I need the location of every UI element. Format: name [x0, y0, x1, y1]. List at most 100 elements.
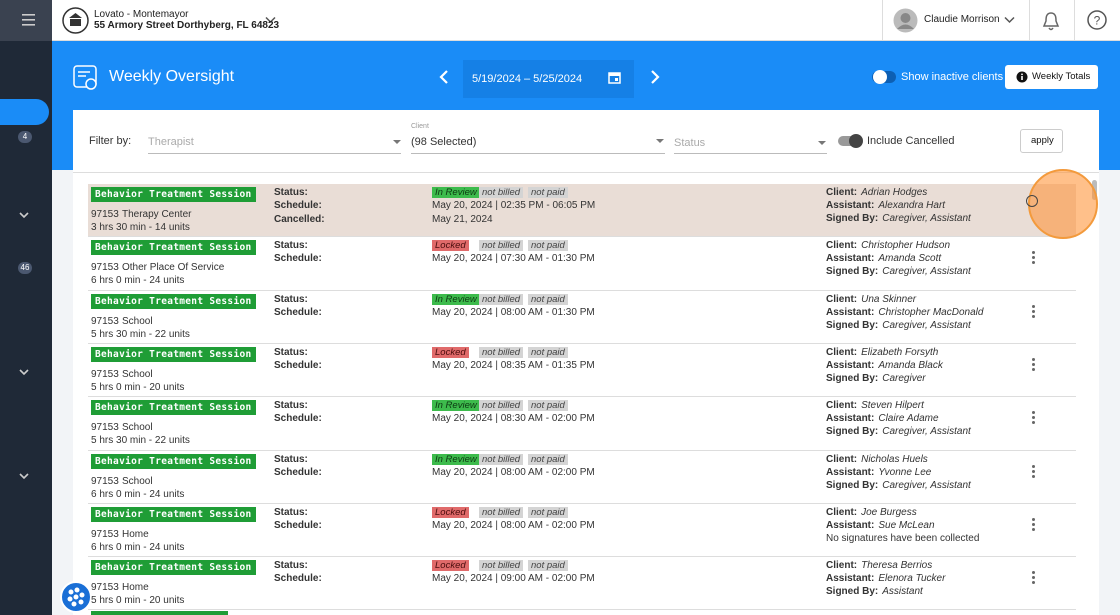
row-menu[interactable] — [1032, 571, 1035, 586]
session-type: Behavior Treatment Session — [91, 453, 256, 469]
client-line: Client: Theresa Berrios — [826, 559, 932, 572]
row-menu[interactable] — [1032, 411, 1035, 426]
row-separator — [88, 236, 1076, 238]
field-value: Claire Adame — [878, 413, 939, 425]
avatar[interactable] — [893, 8, 918, 33]
cancelled-label[interactable]: Include Cancelled — [867, 135, 955, 147]
field-value: Joe Burgess — [861, 506, 917, 518]
dot — [1032, 522, 1035, 526]
schedule-label: Schedule: — [274, 519, 322, 531]
field-value: Alexandra Hart — [878, 200, 946, 211]
status-tag: Locked — [432, 506, 469, 518]
field-value: Elizabeth Forsyth — [861, 346, 939, 358]
field-value: Christopher Hudson — [861, 240, 951, 252]
dot — [1032, 416, 1035, 420]
info-icon — [1016, 71, 1028, 83]
place-of-service: Home — [122, 528, 149, 540]
assistant-line: Assistant: Christopher MacDonald — [826, 306, 983, 319]
procedure-code: 97153 — [91, 582, 119, 594]
payment-tag: not paid — [528, 240, 568, 252]
schedule-label: Schedule: — [274, 306, 322, 318]
next-week[interactable] — [649, 70, 661, 84]
duration: 5 hrs 0 min - 20 units — [91, 595, 185, 607]
row-info-button[interactable] — [1026, 195, 1038, 207]
field-label: Client: — [826, 453, 858, 465]
dropdown-arrow[interactable] — [393, 140, 401, 145]
procedure-code: 97153 — [91, 422, 119, 434]
dot — [1032, 527, 1035, 531]
schedule-time: May 20, 2024 | 09:00 AM - 02:00 PM — [432, 573, 595, 585]
dot — [1032, 421, 1035, 425]
row-menu[interactable] — [1032, 464, 1035, 480]
org-logo — [62, 7, 89, 34]
weekly-totals-label[interactable]: Weekly Totals — [1032, 71, 1091, 82]
active-nav-item[interactable] — [0, 99, 49, 125]
row-separator — [88, 396, 1076, 398]
client-line: Client: Elizabeth Forsyth — [826, 346, 938, 359]
signed-by-line: Signed By: Caregiver, Assistant — [826, 479, 971, 492]
previous-week[interactable] — [438, 70, 450, 84]
app-launcher[interactable] — [60, 581, 92, 613]
help-icon[interactable]: ? — [1087, 10, 1107, 30]
field-value: Assistant — [882, 586, 923, 598]
count-badge: 4 — [18, 131, 32, 143]
place-of-service: School — [122, 315, 153, 327]
row-menu[interactable] — [1032, 357, 1035, 373]
chevron[interactable] — [19, 368, 29, 376]
row-menu[interactable] — [1032, 517, 1035, 533]
therapist-select[interactable]: Therapist — [148, 136, 194, 148]
calendar-icon[interactable] — [608, 71, 621, 84]
signed-by-line: Signed By: Assistant — [826, 585, 923, 598]
field-label: Assistant: — [826, 253, 875, 265]
org-chevron[interactable] — [265, 16, 276, 24]
count-badge: 46 — [18, 262, 32, 274]
user-name[interactable]: Claudie Morrison — [924, 14, 1000, 25]
field-value: Christopher MacDonald — [878, 306, 984, 318]
status-label: Status: — [274, 400, 308, 412]
field-label: Signed By: — [826, 319, 879, 331]
notifications-icon[interactable] — [1042, 11, 1060, 31]
row-menu[interactable] — [1032, 251, 1035, 266]
hamburger-icon[interactable] — [22, 14, 35, 26]
status-select[interactable]: Status — [674, 137, 706, 149]
procedure-code: 97153 — [91, 209, 119, 220]
row-menu[interactable] — [1032, 304, 1035, 320]
therapist-underline — [148, 153, 401, 154]
place-of-service: School — [122, 475, 153, 487]
signed-by-line: Signed By: Caregiver — [826, 372, 926, 385]
schedule-time: May 20, 2024 | 07:30 AM - 01:30 PM — [432, 253, 595, 265]
date-range-box[interactable] — [463, 60, 634, 98]
field-label: Assistant: — [826, 519, 875, 531]
cancelled-toggle[interactable] — [838, 134, 863, 148]
inactive-label[interactable]: Show inactive clients — [901, 71, 1004, 83]
schedule-label: Schedule: — [274, 359, 322, 371]
top-bar: ? — [52, 0, 1120, 41]
chevron[interactable] — [19, 211, 29, 219]
client-line: Client: Nicholas Huels — [826, 453, 928, 466]
duration: 5 hrs 0 min - 20 units — [91, 381, 185, 393]
chevron[interactable] — [19, 472, 29, 480]
field-label: Signed By: — [826, 426, 879, 438]
status-underline — [674, 153, 827, 154]
procedure-code: 97153 — [91, 262, 119, 274]
date-range[interactable]: 5/19/2024 – 5/25/2024 — [472, 73, 583, 85]
client-line: Client: Una Skinner — [826, 293, 916, 306]
session-type: Behavior Treatment Session — [91, 400, 256, 416]
assistant-line: Assistant: Claire Adame — [826, 412, 939, 425]
assistant-line: Assistant: Amanda Black — [826, 359, 943, 372]
inactive-toggle[interactable] — [872, 70, 896, 84]
client-line: Client: Christopher Hudson — [826, 239, 950, 252]
user-chevron[interactable] — [1004, 16, 1015, 24]
client-select[interactable]: (98 Selected) — [411, 136, 477, 148]
dot — [1032, 576, 1035, 580]
status-tag: In Review — [432, 293, 480, 305]
apply-label[interactable]: apply — [1031, 135, 1054, 146]
payment-tag: not paid — [528, 560, 568, 572]
dropdown-arrow[interactable] — [656, 139, 664, 144]
dropdown-arrow[interactable] — [818, 141, 826, 146]
apply-button[interactable] — [1020, 129, 1063, 153]
client-label: Client — [411, 123, 429, 130]
session-type: Behavior Treatment Session — [91, 506, 256, 522]
dot — [1032, 474, 1035, 478]
